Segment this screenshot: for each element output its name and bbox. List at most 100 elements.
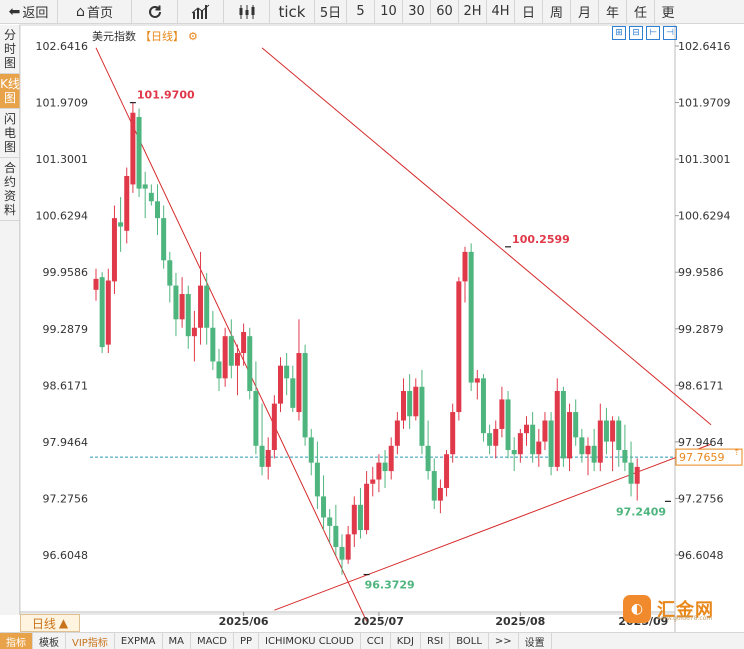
indicator-kdj[interactable]: KDJ xyxy=(391,633,421,649)
candle xyxy=(296,319,302,421)
candle-body xyxy=(161,218,167,261)
back-label: 返回 xyxy=(22,6,49,21)
period-month-button[interactable]: 月 xyxy=(571,0,599,23)
candle xyxy=(480,374,486,442)
candle xyxy=(179,277,185,328)
candle xyxy=(142,171,148,219)
period-selector[interactable]: 日线 ▲ xyxy=(20,614,80,632)
y-tick-label: 101.3001 xyxy=(678,153,731,166)
candle xyxy=(425,420,431,480)
period-day-button[interactable]: 日 xyxy=(515,0,543,23)
tab-kline[interactable]: K线图 xyxy=(0,74,20,109)
period-4h-button[interactable]: 4H xyxy=(487,0,515,23)
tab-contract-info[interactable]: 合约资料 xyxy=(0,158,20,221)
candle-body xyxy=(290,378,296,408)
tab-templates[interactable]: 模板 xyxy=(33,633,66,649)
zoom-in-icon[interactable]: ⊞ xyxy=(612,26,626,40)
candle-body xyxy=(554,390,560,467)
indicator-boll[interactable]: BOLL xyxy=(450,633,489,649)
candle xyxy=(437,479,443,514)
candle xyxy=(253,361,259,455)
candle xyxy=(216,348,222,391)
chart-type-button[interactable] xyxy=(178,0,224,23)
candle-body xyxy=(185,294,191,337)
candle xyxy=(161,205,167,269)
home-icon: ⌂ xyxy=(76,3,85,20)
candle-body xyxy=(345,534,351,560)
period-week-button[interactable]: 周 xyxy=(543,0,571,23)
candle xyxy=(278,357,283,413)
candle-body xyxy=(407,390,413,417)
drawing-tools: ⊞ ⊟ ⊢ ⊣ xyxy=(612,26,677,40)
gear-icon[interactable]: ⚙ xyxy=(188,29,198,43)
tab-indicators[interactable]: 指标 xyxy=(0,633,33,649)
candle xyxy=(444,450,450,497)
candle xyxy=(222,327,228,387)
back-button[interactable]: ⬅ 返回 xyxy=(0,0,58,23)
candle-body xyxy=(425,445,431,472)
period-2h-button[interactable]: 2H xyxy=(459,0,487,23)
more-indicators-button[interactable]: >> xyxy=(489,633,519,649)
extreme-label: 101.9700 xyxy=(137,89,195,102)
candle xyxy=(314,441,320,510)
tick-button[interactable]: tick xyxy=(270,0,315,23)
scroll-right-icon[interactable]: ⊣ xyxy=(663,26,677,40)
candle-body xyxy=(530,424,536,455)
y-tick-label: 100.6294 xyxy=(678,210,731,223)
candle xyxy=(327,509,333,543)
scroll-left-icon[interactable]: ⊢ xyxy=(646,26,660,40)
indicator-expma[interactable]: EXPMA xyxy=(115,633,163,649)
period-10-button[interactable]: 10 xyxy=(375,0,403,23)
home-button[interactable]: ⌂ 首页 xyxy=(58,0,132,23)
y-tick-label: 98.6171 xyxy=(678,379,724,392)
indicator-macd[interactable]: MACD xyxy=(191,633,234,649)
y-tick-label-left: 100.6294 xyxy=(36,210,89,223)
trendline xyxy=(261,47,712,426)
candle-body xyxy=(308,437,314,463)
candle xyxy=(364,471,370,535)
period-30-button[interactable]: 30 xyxy=(403,0,431,23)
period-any-button[interactable]: 任 xyxy=(627,0,655,23)
indicator-ichimoku[interactable]: ICHIMOKU CLOUD xyxy=(259,633,361,649)
zoom-out-icon[interactable]: ⊟ xyxy=(629,26,643,40)
candle-body xyxy=(493,428,499,446)
candle-body xyxy=(511,450,517,455)
candle xyxy=(468,243,474,391)
refresh-button[interactable] xyxy=(132,0,178,23)
settings-button[interactable]: 设置 xyxy=(519,633,552,649)
bar-chart-icon xyxy=(191,4,209,19)
period-60-button[interactable]: 60 xyxy=(431,0,459,23)
logo-mark-icon: ◐ xyxy=(623,595,651,623)
candle-body xyxy=(468,251,474,383)
period-label: 60 xyxy=(436,4,453,19)
indicator-cci[interactable]: CCI xyxy=(361,633,391,649)
candle-body xyxy=(259,445,265,467)
home-label: 首页 xyxy=(86,6,113,21)
tab-vip-indicators[interactable]: VIP指标 xyxy=(66,633,115,649)
candle-body xyxy=(388,445,394,472)
candle xyxy=(499,386,505,438)
candle xyxy=(241,323,247,366)
candle xyxy=(554,378,560,472)
more-button[interactable]: 更 xyxy=(655,0,681,23)
logo-site: www.gold678.com xyxy=(657,615,713,622)
indicator-pp[interactable]: PP xyxy=(234,633,260,649)
candle-body xyxy=(462,251,468,282)
candlestick-button[interactable] xyxy=(224,0,270,23)
candle xyxy=(155,184,160,236)
candle-body xyxy=(327,517,333,526)
candle-body xyxy=(357,504,363,531)
tab-flash[interactable]: 闪电图 xyxy=(0,109,20,158)
indicator-ma[interactable]: MA xyxy=(163,633,191,649)
period-5-button[interactable]: 5 xyxy=(347,0,375,23)
period-5d-button[interactable]: 5日 xyxy=(315,0,347,23)
candle-body xyxy=(234,353,240,366)
candle-body xyxy=(105,280,111,345)
tab-intraday[interactable]: 分时图 xyxy=(0,25,20,74)
period-year-button[interactable]: 年 xyxy=(599,0,627,23)
candle-body xyxy=(431,471,437,501)
candle-body xyxy=(567,412,573,459)
indicator-rsi[interactable]: RSI xyxy=(421,633,451,649)
